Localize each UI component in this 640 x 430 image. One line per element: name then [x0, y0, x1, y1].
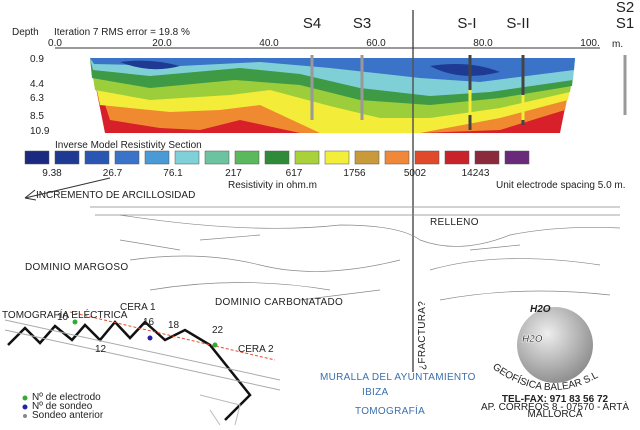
depth-tick-label: 0.9: [30, 54, 44, 65]
globe: [517, 307, 593, 383]
x-unit: m.: [612, 39, 623, 50]
legend-value: 26.7: [103, 168, 123, 179]
legend-value: 5002: [404, 168, 427, 179]
address: AP. CORREOS 8 - 07570 - ARTÀ: [481, 400, 629, 413]
electrode: 22: [212, 325, 224, 336]
legend-title: Inverse Model Resistivity Section: [55, 140, 202, 151]
electrode: 10: [57, 312, 69, 323]
arrow: [24, 177, 111, 201]
x-tick-label: 40.0: [259, 38, 279, 49]
color-swatch: [444, 150, 470, 165]
color-swatch: [54, 150, 80, 165]
color-swatch: [384, 150, 410, 165]
legend-dot: [22, 395, 28, 401]
color-swatch: [144, 150, 170, 165]
legend-dot: [22, 404, 28, 410]
map-legend: Nº de sondeo: [32, 401, 93, 412]
region: MALLORCA: [527, 409, 582, 420]
legend-value: 217: [225, 168, 242, 179]
borehole-label: S1: [616, 15, 634, 32]
borehole-label: S3: [353, 15, 371, 32]
legend-unit: Resistivity in ohm.m: [228, 180, 317, 191]
borehole-label: S-I: [457, 15, 476, 32]
x-tick-label: 100.: [580, 38, 599, 49]
profile-sketch: [90, 206, 621, 301]
x-tick-label: 60.0: [366, 38, 386, 49]
electrode: 16: [143, 317, 155, 328]
color-swatch: [114, 150, 140, 165]
electrode-dot: [212, 342, 218, 348]
depth-label: Depth: [12, 27, 39, 38]
logo-mark: H2O: [522, 334, 543, 345]
color-swatch: [474, 150, 500, 165]
place: MURALLA DEL AYUNTAMIENTO: [320, 372, 476, 383]
street: [4, 319, 281, 391]
color-swatch: [324, 150, 350, 165]
cera: CERA 2: [238, 344, 274, 355]
color-swatch: [234, 150, 260, 165]
resistivity-section: [90, 58, 575, 133]
borehole-label: S4: [303, 15, 321, 32]
x-tick-label: 80.0: [473, 38, 493, 49]
cera: CERA 1: [120, 302, 156, 313]
legend-value: 14243: [462, 168, 490, 179]
color-swatch: [414, 150, 440, 165]
legend-value: 76.1: [163, 168, 183, 179]
electrode-dot: [72, 319, 78, 325]
legend-dot: [23, 414, 27, 418]
x-tick-label: 20.0: [152, 38, 172, 49]
spacing: Unit electrode spacing 5.0 m.: [496, 180, 626, 191]
color-swatch: [504, 150, 530, 165]
color-swatch: [174, 150, 200, 165]
fracture-label: ¿FRACTURA?: [417, 301, 428, 370]
color-swatch: [84, 150, 110, 165]
tomography-line: [69, 311, 276, 361]
x-tick-label: 0.0: [48, 38, 62, 49]
phone: TEL-FAX: 971 83 56 72: [502, 394, 609, 405]
method: TOMOGRAFÍA: [355, 404, 425, 417]
borehole-label: S-II: [506, 15, 529, 32]
electrode: 18: [168, 320, 180, 331]
legend-value: 9.38: [42, 168, 62, 179]
color-swatch: [204, 150, 230, 165]
color-swatch: [264, 150, 290, 165]
building: [199, 394, 241, 426]
color-swatch: [354, 150, 380, 165]
map-legend: Nº de electrodo: [32, 392, 101, 403]
color-swatch: [24, 150, 50, 165]
legend-value: 1756: [343, 168, 366, 179]
city: IBIZA: [362, 387, 389, 398]
clay-arrow: INCREMENTO DE ARCILLOSIDAD: [36, 190, 195, 201]
borehole-label: S2: [616, 0, 634, 16]
wall: [7, 320, 252, 421]
color-swatch: [294, 150, 320, 165]
iteration: Iteration 7 RMS error = 19.8 %: [54, 27, 190, 38]
logo-mark: H2O: [530, 304, 551, 315]
borehole-dot: [147, 335, 153, 341]
depth-tick-label: 8.5: [30, 111, 44, 122]
electrode: 12: [95, 344, 107, 355]
fill-label: RELLENO: [430, 217, 479, 228]
depth-tick-label: 10.9: [30, 126, 50, 137]
map-legend: Sondeo anterior: [32, 410, 104, 421]
map-line-label: TOMOGRAFÍA ELÉCTRICA: [2, 308, 128, 321]
depth-tick-label: 4.4: [30, 79, 44, 90]
marl-label: DOMINIO MARGOSO: [25, 262, 128, 273]
depth-tick-label: 6.3: [30, 93, 44, 104]
carbonate-label: DOMINIO CARBONATADO: [215, 297, 343, 308]
legend-value: 617: [286, 168, 303, 179]
